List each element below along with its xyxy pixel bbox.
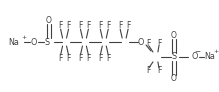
- Text: F: F: [58, 54, 63, 63]
- Text: Na: Na: [205, 52, 215, 61]
- Text: F: F: [146, 66, 150, 75]
- Text: F: F: [78, 21, 83, 30]
- Text: O: O: [192, 52, 198, 61]
- Text: O: O: [31, 38, 37, 47]
- Text: O: O: [171, 31, 177, 40]
- Text: F: F: [98, 54, 102, 63]
- Text: F: F: [86, 21, 91, 30]
- Text: +: +: [214, 49, 219, 54]
- Text: O: O: [138, 38, 144, 47]
- Text: Na: Na: [8, 38, 19, 47]
- Text: F: F: [98, 21, 102, 30]
- Text: F: F: [146, 39, 150, 48]
- Text: F: F: [78, 54, 83, 63]
- Text: F: F: [126, 21, 130, 30]
- Text: F: F: [106, 21, 110, 30]
- Text: F: F: [66, 21, 71, 30]
- Text: O: O: [46, 16, 52, 25]
- Text: S: S: [171, 52, 176, 61]
- Text: +: +: [22, 35, 27, 40]
- Text: F: F: [158, 66, 162, 75]
- Text: F: F: [106, 54, 110, 63]
- Text: F: F: [158, 39, 162, 48]
- Text: F: F: [86, 54, 91, 63]
- Text: S: S: [45, 38, 50, 47]
- Text: −: −: [194, 49, 201, 55]
- Text: O: O: [171, 74, 177, 83]
- Text: F: F: [66, 54, 71, 63]
- Text: F: F: [118, 21, 122, 30]
- Text: F: F: [58, 21, 63, 30]
